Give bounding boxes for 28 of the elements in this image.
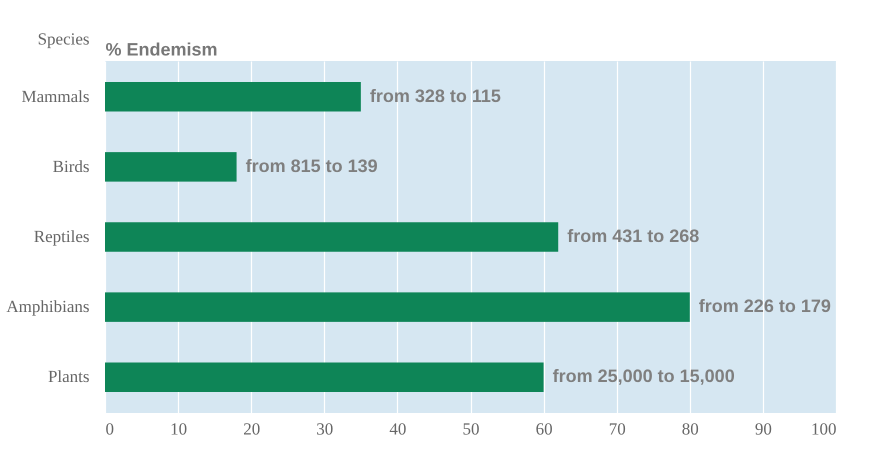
annotation: from 815 to 139 xyxy=(246,156,378,176)
annotation: from 431 to 268 xyxy=(567,226,700,246)
bar xyxy=(105,222,558,252)
x-tick-label: 50 xyxy=(462,420,480,438)
x-axis-title: % Endemism xyxy=(106,40,218,60)
annotation: from 328 to 115 xyxy=(370,86,501,106)
x-tick-label: 60 xyxy=(536,420,553,438)
bar xyxy=(105,82,361,112)
annotation: from 226 to 179 xyxy=(698,296,831,316)
y-tick-label: Amphibians xyxy=(6,297,90,316)
bar xyxy=(105,292,690,322)
x-tick-label: 100 xyxy=(811,420,836,438)
x-tick-label: 90 xyxy=(754,420,772,438)
bar xyxy=(105,362,544,392)
x-tick-label: 0 xyxy=(106,420,114,438)
annotation: from 25,000 to 15,000 xyxy=(552,366,735,386)
x-tick-label: 30 xyxy=(316,420,334,438)
x-tick-label: 10 xyxy=(170,420,188,438)
y-tick-label: Reptiles xyxy=(34,227,90,246)
x-tick-label: 80 xyxy=(682,420,699,438)
y-tick-label: Birds xyxy=(52,156,90,176)
x-tick-label: 70 xyxy=(608,420,626,438)
bar xyxy=(105,152,237,182)
x-tick-label: 20 xyxy=(243,420,260,438)
y-tick-label: Mammals xyxy=(22,86,90,106)
x-tick-label: 40 xyxy=(389,420,406,438)
y-axis-title: Species xyxy=(38,30,90,48)
y-tick-label: Plants xyxy=(48,367,90,386)
